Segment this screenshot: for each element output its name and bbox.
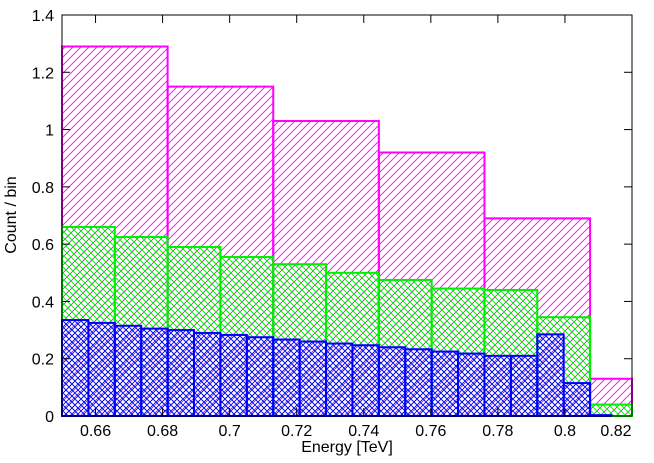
y-tick-label: 0.2 bbox=[32, 352, 54, 369]
y-tick-label: 1.2 bbox=[32, 65, 54, 82]
histogram-bar bbox=[140, 327, 169, 417]
plot-frame bbox=[61, 14, 633, 417]
x-tick-label: 0.82 bbox=[600, 423, 631, 440]
histogram-bar bbox=[87, 321, 116, 417]
histogram-bar bbox=[61, 319, 90, 417]
histogram-bar bbox=[430, 350, 460, 417]
x-tick-label: 0.72 bbox=[281, 423, 312, 440]
histogram-bar bbox=[113, 324, 143, 417]
histogram-bar bbox=[377, 346, 407, 417]
histogram-bar bbox=[483, 354, 512, 418]
x-tick-label: 0.78 bbox=[482, 423, 513, 440]
histogram-bar bbox=[562, 382, 592, 417]
histogram-bar bbox=[272, 338, 301, 417]
x-tick-label: 0.8 bbox=[554, 423, 576, 440]
histogram-bar bbox=[325, 342, 354, 417]
x-tick-label: 0.76 bbox=[415, 423, 446, 440]
y-tick-label: 1 bbox=[45, 123, 54, 140]
histogram-bar bbox=[298, 340, 328, 417]
histogram-bar bbox=[536, 333, 565, 417]
x-tick-label: 0.68 bbox=[147, 423, 178, 440]
x-tick-label: 0.74 bbox=[348, 423, 379, 440]
histogram-bar bbox=[245, 336, 275, 418]
y-axis-label: Count / bin bbox=[3, 176, 20, 253]
histogram-bar bbox=[457, 352, 486, 417]
x-axis-label: Energy [TeV] bbox=[301, 439, 393, 456]
y-tick-label: 0.6 bbox=[32, 237, 54, 254]
x-tick-label: 0.66 bbox=[80, 423, 111, 440]
y-tick-label: 0.8 bbox=[32, 180, 54, 197]
x-tick-label: 0.7 bbox=[219, 423, 241, 440]
histogram-bar bbox=[404, 348, 433, 417]
histogram-bar bbox=[166, 329, 196, 418]
histogram-bar bbox=[509, 354, 539, 418]
y-tick-label: 0.4 bbox=[32, 294, 54, 311]
histogram-bar bbox=[351, 344, 380, 417]
y-tick-label: 0 bbox=[45, 409, 54, 426]
y-tick-label: 1.4 bbox=[32, 8, 54, 25]
histogram-bar bbox=[193, 331, 222, 417]
histogram-bar bbox=[219, 333, 248, 417]
